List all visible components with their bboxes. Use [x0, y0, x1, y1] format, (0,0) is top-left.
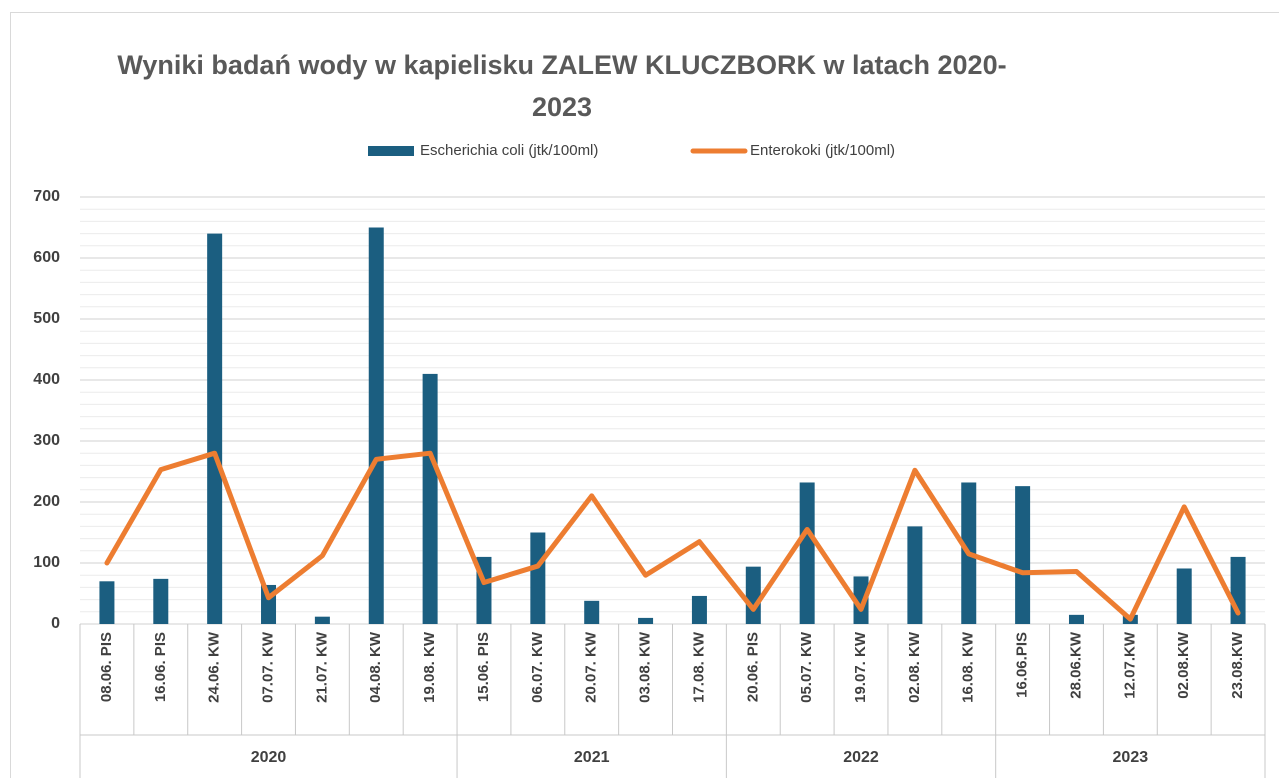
x-tick-label: 24.06. KW: [206, 631, 223, 703]
x-tick-label: 21.07. KW: [313, 631, 330, 703]
group-label: 2021: [574, 749, 610, 766]
bar: [422, 373, 438, 624]
bar: [314, 616, 330, 624]
x-tick-label: 15.06. PIS: [475, 632, 492, 702]
y-tick-label: 500: [33, 310, 60, 327]
y-tick-label: 0: [51, 615, 60, 632]
y-tick-label: 300: [33, 432, 60, 449]
bar: [1176, 568, 1192, 624]
chart-title: Wyniki badań wody w kapielisku ZALEW KLU…: [117, 50, 1007, 122]
legend-label: Escherichia coli (jtk/100ml): [420, 142, 598, 159]
x-tick-label: 19.07. KW: [852, 631, 869, 703]
x-tick-label: 19.08. KW: [421, 631, 438, 703]
x-tick-label: 20.06. PIS: [744, 632, 761, 702]
x-tick-label: 16.06. PIS: [152, 632, 169, 702]
x-tick-label: 04.08. KW: [367, 631, 384, 703]
bar: [1068, 614, 1084, 624]
legend-swatch: [368, 146, 414, 156]
bar: [691, 595, 707, 624]
x-tick-label: 07.07. KW: [259, 631, 276, 703]
bar: [368, 227, 384, 624]
x-tick-label: 03.08. KW: [637, 631, 654, 703]
frame: [10, 12, 1279, 778]
group-label: 2020: [251, 749, 287, 766]
x-tick-label: 20.07. KW: [583, 631, 600, 703]
x-tick-label: 06.07. KW: [529, 631, 546, 703]
x-tick-label: 17.08. KW: [690, 631, 707, 703]
x-tick-label: 16.08. KW: [960, 631, 977, 703]
x-tick-label: 02.08.KW: [1175, 631, 1192, 699]
x-tick-label: 16.06.PIS: [1014, 632, 1031, 698]
bar: [530, 532, 546, 624]
x-tick-label: 23.08.KW: [1229, 631, 1246, 699]
x-tick-label: 05.07. KW: [798, 631, 815, 703]
bar: [799, 482, 815, 624]
y-tick-label: 200: [33, 493, 60, 510]
y-tick-label: 600: [33, 249, 60, 266]
bar: [638, 617, 654, 624]
bar: [99, 581, 115, 624]
group-label: 2022: [843, 749, 879, 766]
bar: [584, 600, 600, 624]
y-tick-label: 400: [33, 371, 60, 388]
x-tick-label: 02.08. KW: [906, 631, 923, 703]
x-tick-label: 08.06. PIS: [98, 632, 115, 702]
group-label: 2023: [1113, 749, 1149, 766]
line: [104, 450, 1241, 622]
bar: [153, 578, 169, 624]
bar: [1015, 486, 1031, 624]
bar: [207, 233, 223, 624]
x-tick-label: 28.06.KW: [1067, 631, 1084, 699]
y-tick-label: 100: [33, 554, 60, 571]
bar: [853, 576, 869, 624]
x-tick-label: 12.07.KW: [1121, 631, 1138, 699]
legend-label: Enterokoki (jtk/100ml): [750, 142, 895, 159]
bar: [745, 566, 761, 624]
bar: [907, 526, 923, 624]
y-tick-label: 700: [33, 188, 60, 205]
